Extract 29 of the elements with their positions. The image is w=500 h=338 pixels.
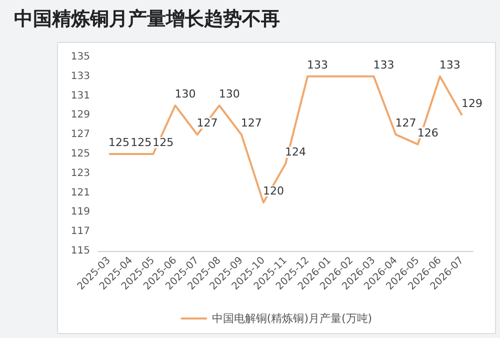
y-tick-label: 121 (70, 187, 90, 198)
data-label: 125 (152, 136, 174, 149)
y-tick-label: 135 (70, 52, 90, 62)
data-label: 126 (417, 126, 438, 140)
legend-label: 中国电解铜(精炼铜)月产量(万吨) (212, 312, 372, 325)
y-tick-label: 125 (70, 148, 90, 160)
data-label: 133 (439, 58, 460, 72)
data-label: 127 (395, 116, 416, 130)
y-tick-label: 127 (70, 129, 90, 140)
data-label: 130 (174, 88, 196, 100)
chart-title: 中国精炼铜月产量增长趋势不再 (14, 7, 280, 32)
y-tick-label: 133 (70, 70, 90, 82)
y-tick-label: 123 (70, 168, 90, 179)
data-label: 129 (461, 97, 482, 110)
data-label: 124 (285, 146, 306, 159)
data-label: 120 (262, 184, 284, 198)
data-label: 125 (130, 136, 152, 149)
y-tick-label: 131 (70, 90, 90, 102)
data-label: 133 (373, 58, 394, 72)
y-tick-label: 129 (70, 110, 90, 121)
y-tick-label: 119 (70, 206, 90, 218)
data-label: 127 (196, 116, 218, 130)
data-label: 125 (108, 136, 130, 149)
data-label: 133 (307, 58, 328, 72)
y-tick-label: 117 (70, 226, 90, 238)
y-tick-label: 115 (70, 246, 90, 256)
data-label: 130 (218, 88, 240, 100)
data-label: 127 (240, 116, 262, 130)
line-series (108, 75, 463, 204)
